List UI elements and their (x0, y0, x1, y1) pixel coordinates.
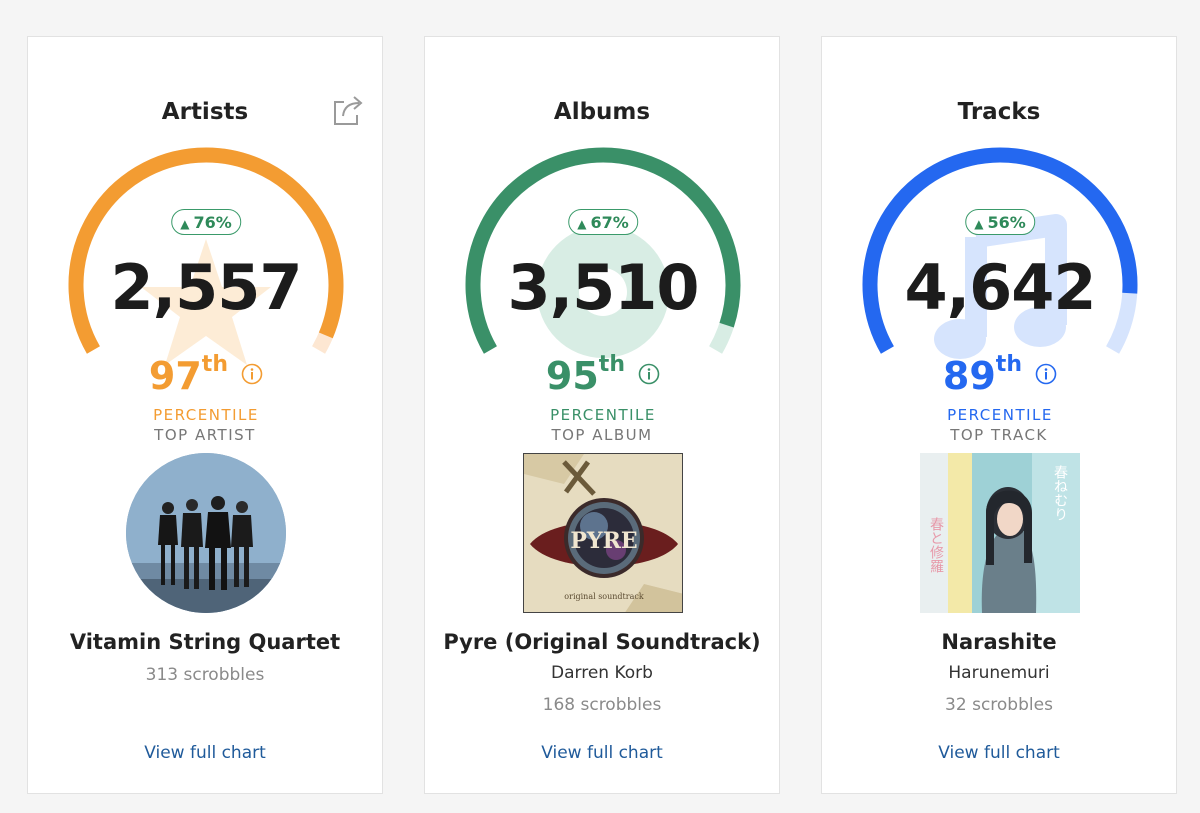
scrobble-count: 168 scrobbles (542, 695, 662, 715)
percentile-gauge: ▲ 76% 2,557 97th PERCENTILE (64, 147, 348, 424)
top-album-artist[interactable]: Darren Korb (551, 663, 653, 683)
change-badge: ▲ 67% (568, 209, 638, 235)
album-art-title: PYRE (570, 528, 637, 554)
percentile-value: 95th (461, 352, 745, 398)
track-count: 4,642 (904, 251, 1096, 324)
gauge-ring (68, 147, 344, 365)
percentile-label: PERCENTILE (153, 406, 259, 424)
percentile-suffix: th (598, 352, 625, 377)
percentile-gauge: ▲ 67% 3,510 95th PERCENTILE (461, 147, 745, 424)
artists-card: Artists ▲ 76% 2,557 97th PERCENTILE TOP A… (27, 36, 383, 794)
card-title: Artists (161, 99, 249, 125)
top-album-label: TOP ALBUM (551, 426, 653, 444)
gauge-fill (465, 147, 741, 354)
view-full-chart-link[interactable]: View full chart (938, 743, 1060, 763)
top-artist-label: TOP ARTIST (154, 426, 256, 444)
card-title: Tracks (957, 99, 1041, 125)
up-triangle-icon: ▲ (577, 217, 587, 231)
change-badge: ▲ 76% (171, 209, 241, 235)
view-full-chart-link[interactable]: View full chart (144, 743, 266, 763)
top-track-artist[interactable]: Harunemuri (948, 663, 1050, 683)
scrobble-count: 313 scrobbles (145, 665, 265, 685)
percentile-gauge: ▲ 56% 4,642 89th PERCENTILE (858, 147, 1142, 424)
change-value: 76% (193, 213, 232, 232)
percentile-suffix: th (995, 352, 1022, 377)
gauge-fill (68, 147, 344, 354)
info-icon[interactable] (1035, 363, 1057, 385)
gauge-fill (862, 147, 1138, 354)
gauge-ring (465, 147, 741, 358)
top-album-cover[interactable]: PYRE original soundtrack (523, 453, 683, 613)
albums-card: Albums ▲ 67% 3,510 95th PERCENTILE TOP AL… (424, 36, 780, 794)
tracks-card: Tracks ▲ 56% 4,642 89th PERCENTILE TOP TR… (821, 36, 1177, 794)
percentile-value: 89th (858, 352, 1142, 398)
top-track-label: TOP TRACK (950, 426, 1048, 444)
view-full-chart-link[interactable]: View full chart (541, 743, 663, 763)
album-count: 3,510 (507, 251, 699, 324)
cover-title-right: 春ねむり (1052, 465, 1068, 521)
percentile-label: PERCENTILE (947, 406, 1053, 424)
top-artist-name[interactable]: Vitamin String Quartet (69, 630, 341, 654)
top-artist-image[interactable] (126, 453, 286, 613)
up-triangle-icon: ▲ (180, 217, 190, 231)
album-art-caption: original soundtrack (564, 592, 644, 601)
info-icon[interactable] (638, 363, 660, 385)
change-value: 56% (987, 213, 1026, 232)
scrobble-count: 32 scrobbles (945, 695, 1053, 715)
card-title: Albums (553, 99, 651, 125)
artist-count: 2,557 (110, 251, 302, 324)
change-badge: ▲ 56% (965, 209, 1035, 235)
percentile-number: 89 (942, 354, 996, 398)
percentile-label: PERCENTILE (550, 406, 656, 424)
top-track-cover[interactable]: 春ねむり 春と修羅 (920, 453, 1080, 613)
star-icon (141, 239, 271, 365)
percentile-number: 97 (148, 354, 202, 398)
disc-icon (537, 226, 669, 358)
top-album-name[interactable]: Pyre (Original Soundtrack) (443, 630, 761, 654)
percentile-suffix: th (201, 352, 228, 377)
share-icon[interactable] (330, 92, 366, 128)
cover-title-left: 春と修羅 (928, 517, 944, 573)
up-triangle-icon: ▲ (974, 217, 984, 231)
change-value: 67% (590, 213, 629, 232)
percentile-value: 97th (64, 352, 348, 398)
top-track-name[interactable]: Narashite (941, 630, 1057, 654)
percentile-number: 95 (545, 354, 599, 398)
info-icon[interactable] (241, 363, 263, 385)
